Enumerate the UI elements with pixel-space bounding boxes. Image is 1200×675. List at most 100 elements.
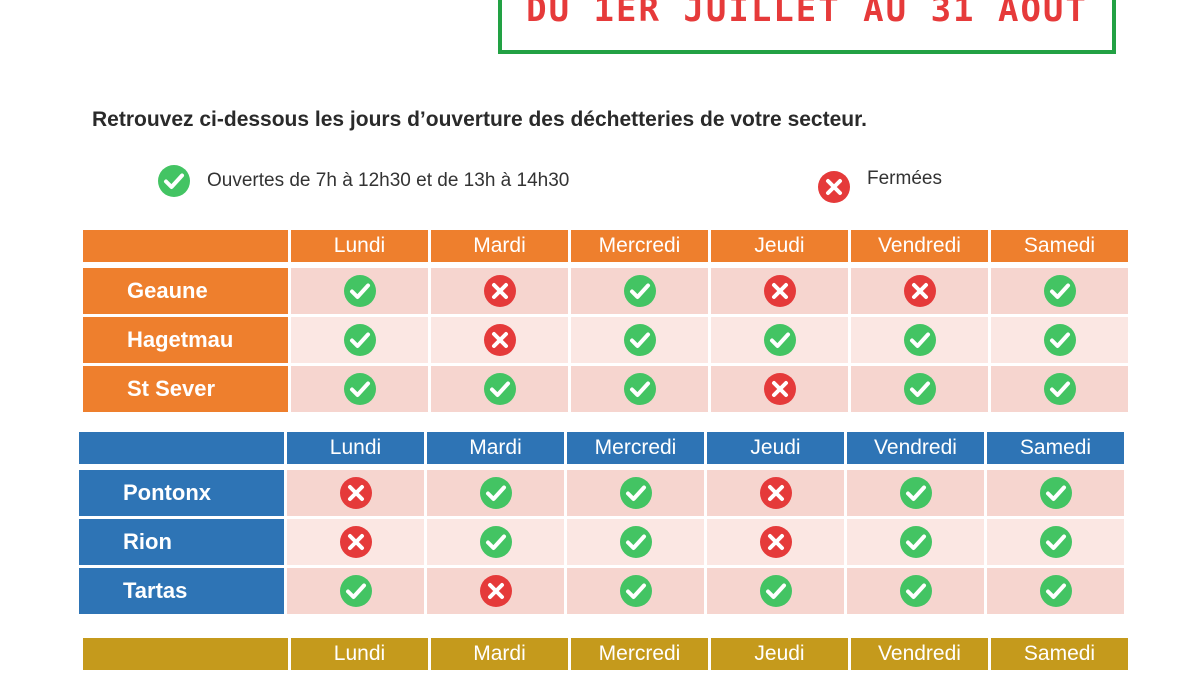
site-name: St Sever: [83, 366, 288, 412]
status-cell-closed: [431, 317, 568, 363]
x-circle-icon: [903, 275, 936, 307]
check-circle-icon: [899, 477, 932, 509]
day-header: Vendredi: [851, 230, 988, 262]
intro-text: Retrouvez ci-dessous les jours d’ouvertu…: [92, 108, 867, 131]
day-header: Samedi: [987, 432, 1124, 464]
check-circle-icon: [158, 165, 190, 197]
status-cell-closed: [431, 268, 568, 314]
check-circle-icon: [903, 324, 936, 356]
check-circle-icon: [1039, 526, 1072, 558]
x-circle-icon: [483, 324, 516, 356]
legend-open: Ouvertes de 7h à 12h30 et de 13h à 14h30: [157, 164, 569, 198]
status-cell-open: [571, 268, 708, 314]
day-header: Mercredi: [571, 230, 708, 262]
day-header: Vendredi: [847, 432, 984, 464]
check-circle-icon: [1043, 373, 1076, 405]
status-cell-open: [571, 317, 708, 363]
day-header: Vendredi: [851, 638, 988, 670]
legend-closed-label: Fermées: [867, 168, 942, 189]
header-corner: [79, 432, 284, 464]
status-cell-closed: [287, 519, 424, 565]
day-header: Mercredi: [571, 638, 708, 670]
check-circle-icon: [899, 526, 932, 558]
date-range-text: DU 1ER JUILLET AU 31 AOUT: [526, 0, 1088, 30]
day-header: Samedi: [991, 638, 1128, 670]
status-cell-open: [291, 268, 428, 314]
status-cell-open: [991, 366, 1128, 412]
status-cell-open: [567, 470, 704, 516]
day-header: Jeudi: [707, 432, 844, 464]
status-cell-open: [987, 470, 1124, 516]
check-circle-icon: [479, 477, 512, 509]
x-circle-icon: [339, 477, 372, 509]
check-circle-icon: [619, 526, 652, 558]
status-cell-closed: [851, 268, 988, 314]
status-cell-open: [847, 470, 984, 516]
legend-open-label: Ouvertes de 7h à 12h30 et de 13h à 14h30: [207, 170, 570, 191]
day-header: Jeudi: [711, 638, 848, 670]
x-circle-icon: [479, 575, 512, 607]
status-cell-open: [431, 366, 568, 412]
status-cell-open: [847, 568, 984, 614]
status-cell-open: [567, 568, 704, 614]
check-circle-icon: [343, 324, 376, 356]
status-cell-closed: [711, 366, 848, 412]
status-cell-closed: [711, 268, 848, 314]
status-cell-open: [991, 268, 1128, 314]
status-cell-open: [847, 519, 984, 565]
check-circle-icon: [619, 477, 652, 509]
x-circle-icon: [818, 171, 850, 203]
day-header: Mardi: [427, 432, 564, 464]
schedule-table-orange: Lundi Mardi Mercredi Jeudi Vendredi Samedi Gea…: [83, 230, 1128, 412]
status-cell-open: [851, 366, 988, 412]
site-name: Geaune: [83, 268, 288, 314]
check-circle-icon: [343, 373, 376, 405]
check-circle-icon: [903, 373, 936, 405]
x-circle-icon: [759, 477, 792, 509]
status-cell-open: [711, 317, 848, 363]
x-circle-icon: [483, 275, 516, 307]
schedule-table-gold: Lundi Mardi Mercredi Jeudi Vendredi Samedi: [83, 638, 1128, 670]
status-cell-open: [987, 568, 1124, 614]
status-cell-open: [291, 366, 428, 412]
x-circle-icon: [339, 526, 372, 558]
status-cell-open: [987, 519, 1124, 565]
status-cell-open: [427, 470, 564, 516]
check-circle-icon: [1043, 324, 1076, 356]
status-cell-open: [567, 519, 704, 565]
site-name: Tartas: [79, 568, 284, 614]
check-circle-icon: [759, 575, 792, 607]
site-name: Pontonx: [79, 470, 284, 516]
check-circle-icon: [479, 526, 512, 558]
date-range-banner: DU 1ER JUILLET AU 31 AOUT: [498, 0, 1116, 54]
check-circle-icon: [763, 324, 796, 356]
status-cell-open: [851, 317, 988, 363]
day-header: Lundi: [291, 638, 428, 670]
status-cell-open: [707, 568, 844, 614]
header-corner: [83, 230, 288, 262]
day-header: Mercredi: [567, 432, 704, 464]
status-cell-open: [571, 366, 708, 412]
check-circle-icon: [1039, 575, 1072, 607]
check-circle-icon: [623, 373, 656, 405]
check-circle-icon: [623, 275, 656, 307]
status-cell-open: [291, 317, 428, 363]
status-cell-open: [287, 568, 424, 614]
x-circle-icon: [763, 373, 796, 405]
header-corner: [83, 638, 288, 670]
check-circle-icon: [899, 575, 932, 607]
check-circle-icon: [483, 373, 516, 405]
status-cell-open: [991, 317, 1128, 363]
x-circle-icon: [759, 526, 792, 558]
legend-closed: Fermées: [817, 164, 942, 204]
day-header: Jeudi: [711, 230, 848, 262]
day-header: Lundi: [287, 432, 424, 464]
schedule-table-blue: Lundi Mardi Mercredi Jeudi Vendredi Samedi Pon…: [79, 432, 1124, 614]
status-cell-closed: [287, 470, 424, 516]
check-circle-icon: [623, 324, 656, 356]
status-cell-closed: [427, 568, 564, 614]
status-cell-open: [427, 519, 564, 565]
status-cell-closed: [707, 470, 844, 516]
site-name: Rion: [79, 519, 284, 565]
check-circle-icon: [343, 275, 376, 307]
